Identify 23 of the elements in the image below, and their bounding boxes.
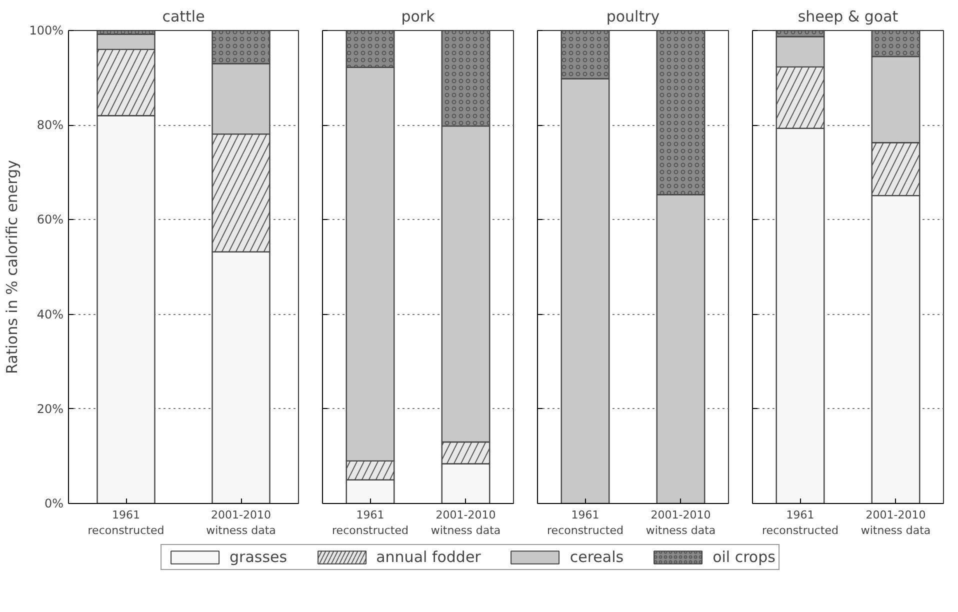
y-tick-label: 0% xyxy=(44,496,64,510)
legend-label: grasses xyxy=(230,548,288,566)
y-tick-label: 60% xyxy=(36,212,64,227)
y-tick-label: 20% xyxy=(36,402,64,416)
x-tick-label: 1961 reconstructed xyxy=(547,508,624,538)
x-tick-label: 2001-2010 witness data xyxy=(646,508,716,538)
x-tick-label: 1961 reconstructed xyxy=(88,508,164,538)
x-tick-label: 2001-2010 witness data xyxy=(860,508,931,538)
y-tick-label: 100% xyxy=(29,24,64,38)
chart-title: cattle xyxy=(162,8,205,26)
x-tick-label: 2001-2010 witness data xyxy=(206,508,276,538)
chart-title: pork xyxy=(401,8,436,26)
y-tick-label: 80% xyxy=(36,118,64,132)
x-tick-label: 1961 reconstructed xyxy=(332,508,408,538)
legend-label: cereals xyxy=(570,548,624,566)
chart-title: poultry xyxy=(606,8,660,26)
legend-label: oil crops xyxy=(712,548,776,566)
y-axis-title: Rations in % calorific energy xyxy=(3,160,22,374)
y-tick-label: 40% xyxy=(36,307,64,322)
legend-label: annual fodder xyxy=(376,548,481,566)
x-tick-label: 2001-2010 witness data xyxy=(430,508,501,538)
x-tick-label: 1961 reconstructed xyxy=(762,508,838,538)
chart-title: sheep & goat xyxy=(798,8,898,26)
